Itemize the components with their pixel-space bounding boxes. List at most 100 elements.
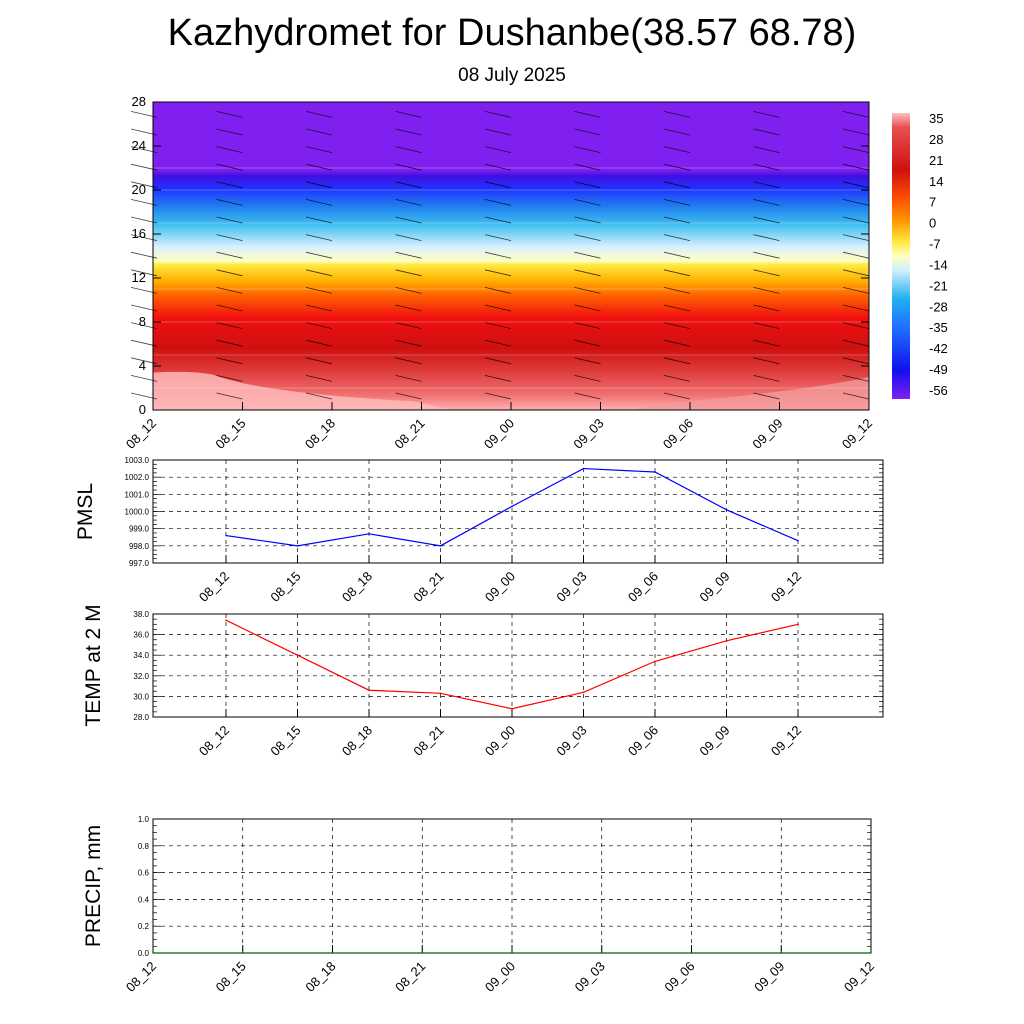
x-tick-label: 09_06 [625,723,661,759]
wind-barb [574,199,601,206]
wind-barb [574,163,601,171]
wind-barb [753,251,780,259]
wind-barb [663,251,691,259]
x-tick-label: 08_21 [410,569,446,605]
x-tick-label: 08_18 [302,416,338,452]
colorbar-label: -7 [929,237,941,252]
wind-barb [216,339,243,347]
x-tick-label: 08_15 [267,569,303,605]
wind-barb [305,269,333,277]
x-tick-label: 09_12 [768,569,804,605]
x-tick-label: 09_09 [696,723,732,759]
temperature-field [153,102,869,410]
colorbar-label: 28 [929,132,943,147]
x-tick-label: 09_03 [553,723,589,759]
wind-barb [484,199,512,206]
wind-barb [484,216,512,224]
wind-barb [484,375,512,382]
wind-barb [305,392,333,400]
wind-barb [663,234,691,241]
wind-barb [305,181,333,189]
wind-barb [305,234,333,241]
wind-barb [395,269,422,277]
x-tick-label: 09_03 [570,416,606,452]
wind-barb [574,128,601,136]
x-tick-label: 08_15 [213,959,249,995]
wind-barb [842,392,870,400]
wind-barb [395,339,422,347]
data-point [368,689,370,692]
wind-barb [842,234,870,241]
y-tick-label: 32.0 [133,672,149,681]
x-tick-label: 09_12 [841,959,877,995]
wind-barb [753,199,780,206]
wind-barb [574,375,601,382]
x-tick-label: 08_18 [339,723,375,759]
y-tick-label: 1000.0 [125,508,150,517]
wind-barb [842,146,870,153]
panel-frame [152,613,884,718]
wind-barb [395,216,422,224]
x-tick-label: 09_06 [625,569,661,605]
chart-subtitle: 08 July 2025 [458,65,566,86]
y-axis-label: PMSL [74,483,97,540]
y-tick-label: 1001.0 [125,490,150,499]
colorbar-label: 14 [929,174,943,189]
y-tick-label: 0.0 [138,949,150,958]
warm-surface-lobe [153,371,453,410]
data-point [225,619,227,621]
wind-barb [305,216,333,224]
wind-barb [305,287,333,294]
wind-barb [842,199,870,206]
wind-barb [753,146,780,153]
wind-barb [663,269,691,277]
warm-surface-lobe-right [629,377,869,410]
data-point [368,533,370,535]
wind-barb [842,304,870,312]
wind-barb [216,269,243,277]
wind-barb [842,357,870,365]
data-point [797,539,799,542]
wind-barb [395,128,422,136]
wind-barb [216,146,243,153]
wind-barb [305,304,333,312]
wind-barb [395,287,422,294]
y-tick-label: 0.6 [138,869,150,878]
x-tick-label: 09_03 [572,959,608,995]
data-point [439,545,442,547]
wind-barb [395,146,422,153]
wind-barb [663,111,691,118]
y-tick-label: 30.0 [133,692,149,701]
wind-barb [753,181,780,189]
colorbar-label: 0 [929,216,936,231]
wind-barb [663,392,691,400]
y-axis-label: TEMP at 2 M [82,604,105,726]
y-tick-label: 28 [132,94,146,109]
x-tick-label: 08_12 [123,416,159,452]
y-tick-label: 0 [139,402,146,417]
y-tick-label: 20 [132,182,146,197]
x-tick-label: 09_00 [482,723,518,759]
wind-barb [484,146,512,153]
wind-barb [395,251,422,259]
x-tick-label: 09_00 [481,416,517,452]
wind-barb [216,375,243,382]
y-tick-label: 36.0 [133,631,149,640]
wind-barb [574,251,601,259]
wind-barb [842,269,870,277]
wind-barb [663,357,691,365]
wind-barb [663,181,691,189]
temp-panel: 28.0 30.0 32.0 34.0 36.0 38.0 08_12 08_15 08_18 0… [82,604,884,759]
wind-barb [484,287,512,294]
wind-barb [484,111,512,118]
wind-barb [842,375,870,382]
wind-barb [484,128,512,136]
wind-barb [484,339,512,347]
x-tick-label: 09_09 [751,959,787,995]
data-point [225,534,227,537]
wind-barb [395,181,422,189]
cross-section-panel: 0 4 8 12 16 20 24 28 08_12 08_15 08_18 08_21 09_00 09… [123,94,875,452]
data-point [296,545,299,547]
x-tick-label: 09_09 [749,416,785,452]
wind-barb [574,287,601,294]
